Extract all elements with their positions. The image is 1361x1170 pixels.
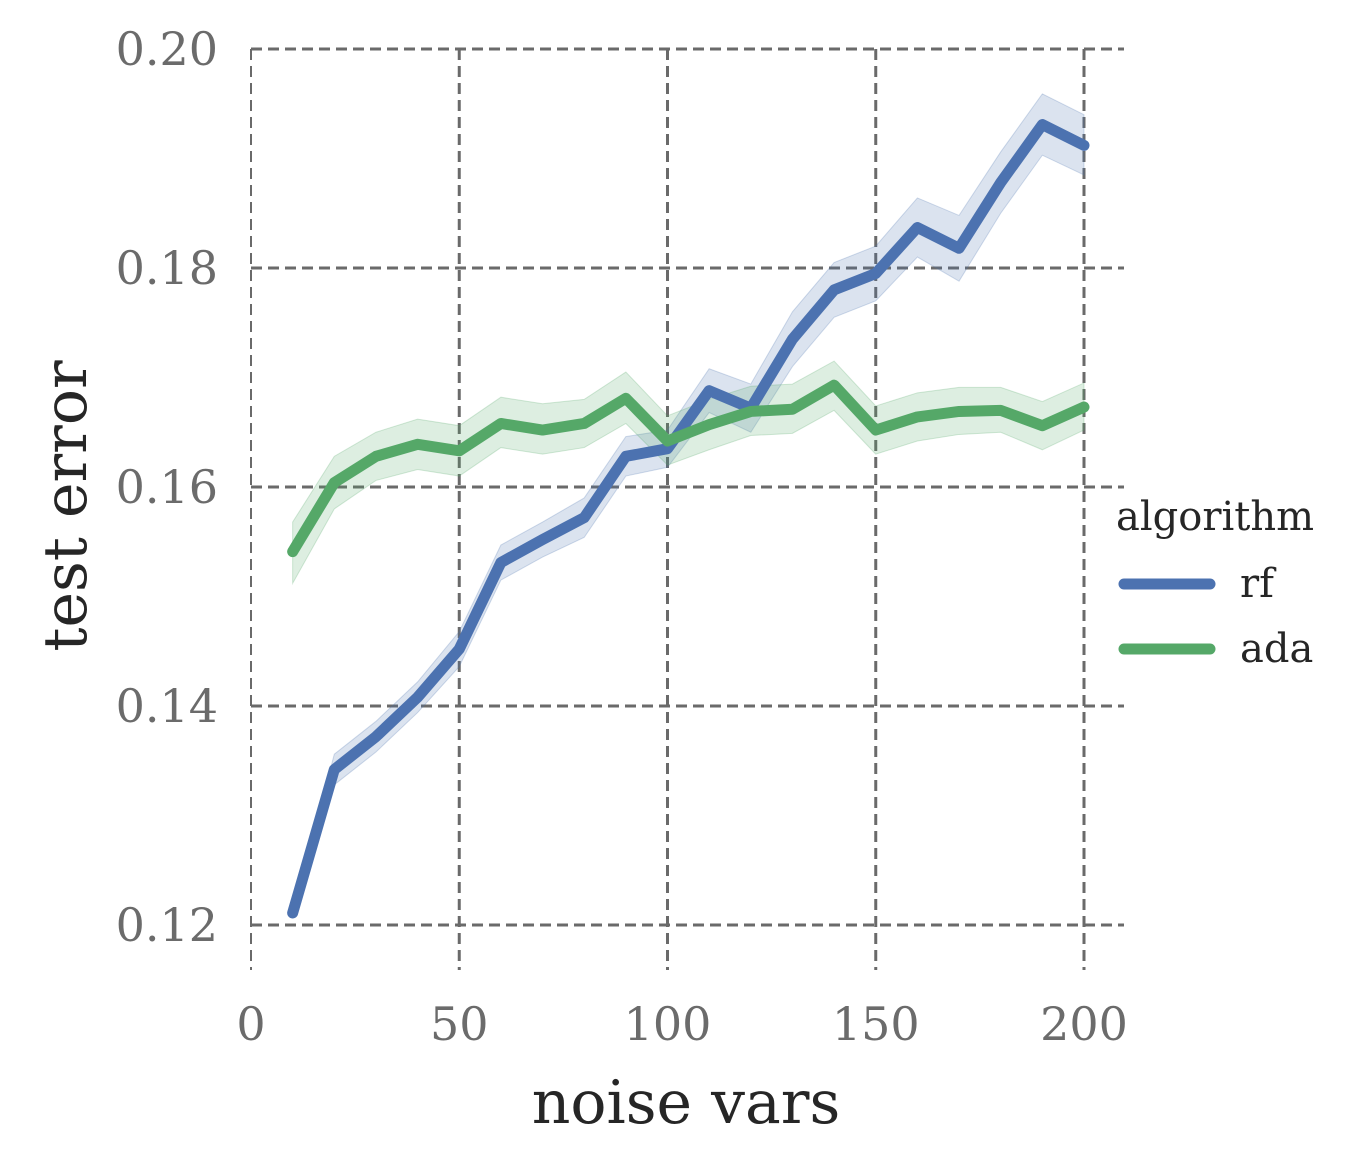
legend-label-ada: ada (1240, 626, 1313, 672)
confidence-bands (292, 93, 1085, 914)
x-tick-labels: 0 50 100 150 200 (236, 997, 1128, 1051)
grid (250, 47, 1124, 970)
series-line-ada (287, 379, 1090, 558)
legend: algorithm rf ada (1116, 494, 1314, 672)
y-tick-label: 0.16 (116, 460, 218, 514)
y-axis-title: test error (31, 360, 101, 652)
confidence-band-rf (292, 93, 1085, 914)
x-tick-label: 150 (832, 997, 920, 1051)
series-line-rf (287, 119, 1090, 919)
x-tick-label: 50 (430, 997, 489, 1051)
x-tick-label: 0 (236, 997, 265, 1051)
x-axis-title: noise vars (532, 1068, 840, 1138)
y-tick-label: 0.20 (116, 22, 218, 76)
y-tick-labels: 0.12 0.14 0.16 0.18 0.20 (116, 22, 218, 952)
x-tick-label: 200 (1040, 997, 1128, 1051)
y-tick-label: 0.18 (116, 241, 218, 295)
series-lines (287, 119, 1090, 919)
y-tick-label: 0.12 (116, 898, 218, 952)
legend-label-rf: rf (1240, 561, 1277, 607)
legend-title: algorithm (1116, 494, 1314, 540)
y-tick-label: 0.14 (116, 679, 218, 733)
x-tick-label: 100 (624, 997, 712, 1051)
confidence-band-ada (292, 360, 1085, 586)
